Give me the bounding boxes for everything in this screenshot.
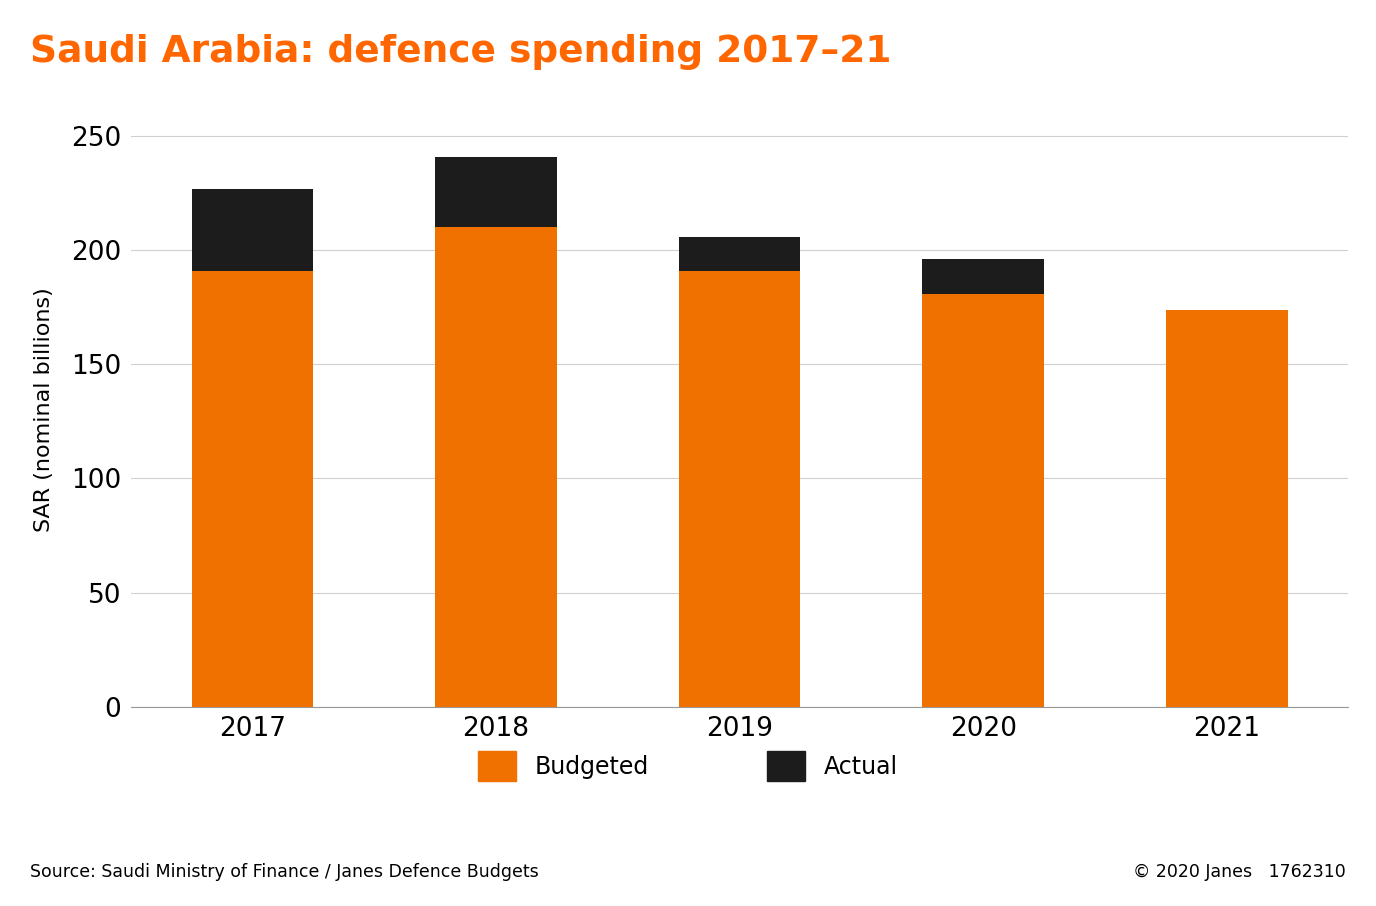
- Legend: Budgeted, Actual: Budgeted, Actual: [477, 750, 899, 781]
- Bar: [678, 271, 801, 707]
- Y-axis label: SAR (nominal billions): SAR (nominal billions): [34, 287, 54, 533]
- Bar: [191, 188, 314, 271]
- Bar: [435, 157, 557, 227]
- Bar: [1165, 310, 1288, 707]
- Bar: [922, 294, 1044, 707]
- Text: Saudi Arabia: defence spending 2017–21: Saudi Arabia: defence spending 2017–21: [30, 34, 892, 71]
- Bar: [435, 227, 557, 707]
- Text: Source: Saudi Ministry of Finance / Janes Defence Budgets: Source: Saudi Ministry of Finance / Jane…: [30, 863, 539, 881]
- Text: © 2020 Janes   1762310: © 2020 Janes 1762310: [1132, 863, 1346, 881]
- Bar: [922, 259, 1044, 294]
- Bar: [678, 236, 801, 271]
- Bar: [191, 271, 314, 707]
